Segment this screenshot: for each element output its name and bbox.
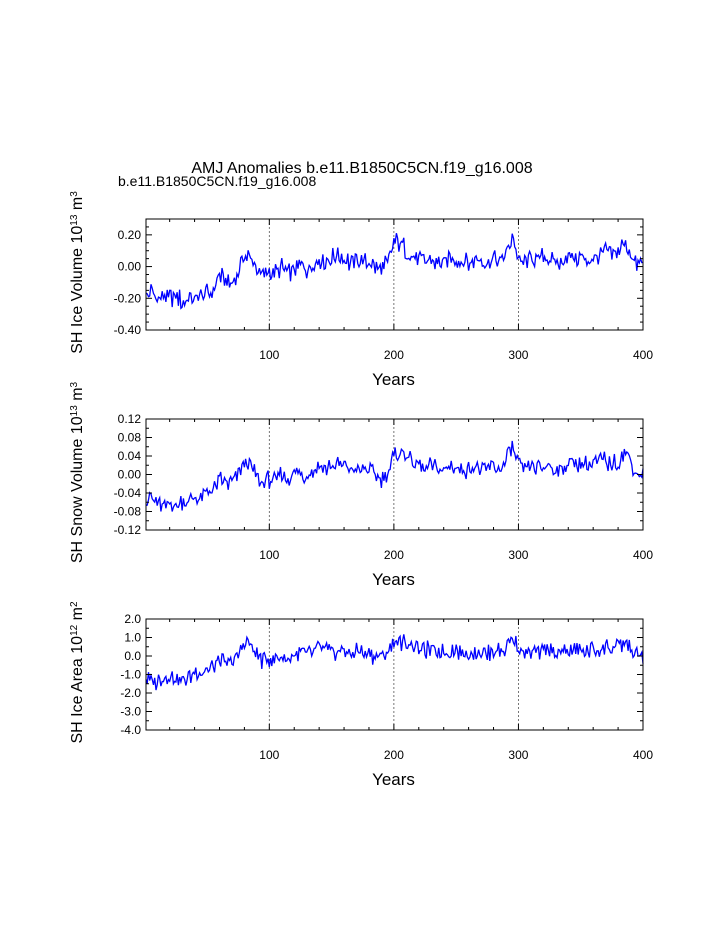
x-tick-label: 300 <box>508 748 528 762</box>
x-tick-label: 100 <box>259 348 279 362</box>
y-axis-title-exponent: 13 <box>69 214 80 226</box>
x-tick-label: 200 <box>384 748 404 762</box>
x-tick-labels: 100 200 300 400 <box>259 548 653 562</box>
y-tick-label: -0.08 <box>114 505 142 519</box>
y-axis-title-unit-exponent: 3 <box>69 381 80 387</box>
x-tick-label: 100 <box>259 748 279 762</box>
y-tick-label: -0.40 <box>114 323 142 337</box>
x-tick-label: 400 <box>633 548 653 562</box>
x-axis-title: Years <box>372 770 415 789</box>
y-axis-title: SH Ice Area 1012 m2 <box>69 601 87 744</box>
chart-title: AMJ Anomalies b.e11.B1850C5CN.f19_g16.00… <box>191 160 532 177</box>
x-tick-label: 100 <box>259 548 279 562</box>
axis-ticks <box>146 418 644 531</box>
x-tick-label: 300 <box>508 548 528 562</box>
x-axis-title: Years <box>372 370 415 389</box>
x-axis-title: Years <box>372 570 415 589</box>
series-line-ice-area <box>145 634 644 691</box>
y-tick-label: -0.12 <box>114 523 142 537</box>
y-tick-label: -2.0 <box>120 686 141 700</box>
y-axis-title-unit-exponent: 2 <box>69 601 80 607</box>
x-tick-labels: 100 200 300 400 <box>259 348 653 362</box>
y-tick-labels: -0.40 -0.20 0.00 0.20 <box>114 228 142 337</box>
vertical-reference-lines <box>268 419 519 530</box>
axis-ticks <box>146 618 644 731</box>
series-line-snow-volume <box>145 440 644 512</box>
vertical-reference-lines <box>268 619 519 730</box>
y-axis-title-unit: m <box>69 387 86 405</box>
y-tick-label: -4.0 <box>120 723 141 737</box>
y-tick-label: 2.0 <box>124 612 141 626</box>
y-tick-label: 0.20 <box>118 228 142 242</box>
y-tick-label: 1.0 <box>124 631 141 645</box>
y-tick-labels: -4.0 -3.0 -2.0 -1.0 0.0 1.0 2.0 <box>120 612 141 737</box>
panel-ice-volume: -0.40 -0.20 0.00 0.20 100 200 300 400 Years SH… <box>69 191 654 389</box>
y-tick-label: -1.0 <box>120 668 141 682</box>
y-axis-title-unit: m <box>69 607 86 625</box>
x-tick-label: 300 <box>508 348 528 362</box>
y-tick-label: 0.04 <box>118 449 142 463</box>
y-axis-title: SH Snow Volume 1013 m3 <box>69 381 87 563</box>
series-line-ice-volume <box>145 233 644 310</box>
axis-ticks <box>146 218 644 331</box>
y-tick-labels: -0.12 -0.08 -0.04 0.00 0.04 0.08 0.12 <box>114 412 142 537</box>
panel-snow-volume: -0.12 -0.08 -0.04 0.00 0.04 0.08 0.12 100 200 30… <box>69 381 654 589</box>
y-tick-label: 0.0 <box>124 649 141 663</box>
chart-subtitle: b.e11.B1850C5CN.f19_g16.008 <box>118 173 316 189</box>
y-tick-label: -3.0 <box>120 705 141 719</box>
y-tick-label: 0.08 <box>118 431 142 445</box>
y-axis-title-text: SH Ice Area 10 <box>69 636 86 744</box>
x-tick-labels: 100 200 300 400 <box>259 748 653 762</box>
x-tick-label: 200 <box>384 348 404 362</box>
y-axis-title-exponent: 12 <box>69 624 80 636</box>
y-axis-title-unit: m <box>69 197 86 215</box>
y-axis-title-exponent: 13 <box>69 405 80 417</box>
y-axis-title-unit-exponent: 3 <box>69 191 80 197</box>
x-tick-label: 400 <box>633 348 653 362</box>
y-tick-label: -0.20 <box>114 291 142 305</box>
y-tick-label: -0.04 <box>114 486 142 500</box>
y-axis-title-text: SH Snow Volume 10 <box>69 416 86 563</box>
x-tick-label: 200 <box>384 548 404 562</box>
y-axis-title-text: SH Ice Volume 10 <box>69 226 86 354</box>
y-tick-label: 0.12 <box>118 412 142 426</box>
y-tick-label: 0.00 <box>118 468 142 482</box>
y-tick-label: 0.00 <box>118 260 142 274</box>
panel-ice-area: -4.0 -3.0 -2.0 -1.0 0.0 1.0 2.0 100 200 300 400 Y… <box>69 601 654 789</box>
y-axis-title: SH Ice Volume 1013 m3 <box>69 191 87 354</box>
vertical-reference-lines <box>268 219 519 330</box>
x-tick-label: 400 <box>633 748 653 762</box>
